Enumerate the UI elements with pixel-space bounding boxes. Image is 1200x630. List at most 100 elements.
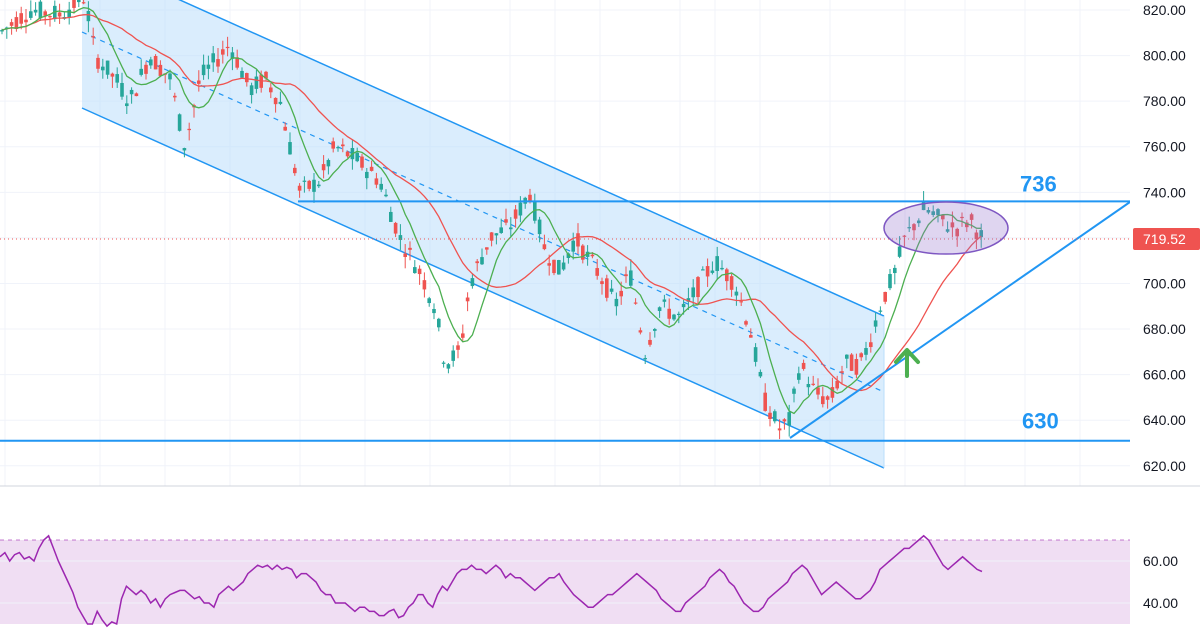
candle-body[interactable] (177, 114, 182, 131)
candle-body[interactable] (773, 411, 777, 422)
candle-body[interactable] (168, 73, 172, 80)
candle-body[interactable] (893, 267, 897, 274)
candle-body[interactable] (734, 291, 739, 296)
candle-body[interactable] (590, 254, 595, 257)
candle-body[interactable] (648, 339, 652, 345)
ma-fast-line[interactable] (1, 7, 982, 415)
candle-body[interactable] (643, 358, 647, 360)
candle-body[interactable] (139, 68, 143, 75)
candle-body[interactable] (206, 64, 211, 69)
candle-body[interactable] (801, 362, 806, 369)
candle-body[interactable] (557, 260, 561, 275)
candle-body[interactable] (336, 147, 340, 149)
candle-body[interactable] (840, 371, 844, 373)
candle-body[interactable] (547, 263, 551, 266)
candle-body[interactable] (705, 266, 710, 277)
candle-body[interactable] (393, 222, 398, 234)
candle-body[interactable] (149, 59, 153, 66)
candle-body[interactable] (979, 230, 983, 238)
rsi-line[interactable] (0, 534, 983, 628)
candle-body[interactable] (969, 214, 974, 220)
candle-body[interactable] (461, 333, 465, 338)
candle-body[interactable] (369, 166, 374, 171)
candle-body[interactable] (787, 412, 791, 426)
candle-body[interactable] (197, 80, 201, 84)
candle-body[interactable] (782, 419, 787, 422)
candle-body[interactable] (552, 259, 556, 274)
candle-body[interactable] (321, 164, 326, 171)
candle-body[interactable] (158, 64, 163, 76)
candle-body[interactable] (614, 298, 619, 307)
candle-body[interactable] (398, 235, 403, 240)
candle-body[interactable] (105, 60, 110, 75)
candle-body[interactable] (931, 211, 935, 215)
candle-body[interactable] (173, 95, 177, 98)
candle-body[interactable] (201, 64, 206, 76)
candle-body[interactable] (955, 228, 959, 237)
candle-body[interactable] (624, 274, 628, 277)
candle-body[interactable] (365, 171, 369, 179)
candle-body[interactable] (283, 126, 287, 131)
candle-body[interactable] (38, 1, 43, 19)
candle-body[interactable] (72, 0, 76, 8)
candle-body[interactable] (677, 313, 681, 316)
candle-body[interactable] (264, 71, 268, 79)
candle-body[interactable] (432, 308, 436, 314)
candle-body[interactable] (437, 318, 441, 328)
consolidation-ellipse[interactable] (883, 201, 1009, 255)
candle-body[interactable] (585, 251, 590, 257)
candle-body[interactable] (129, 89, 134, 95)
candle-body[interactable] (965, 222, 969, 228)
candle-body[interactable] (753, 347, 758, 362)
candle-body[interactable] (681, 303, 686, 308)
ma-slow-line[interactable] (1, 13, 982, 392)
candle-body[interactable] (729, 276, 734, 290)
candle-body[interactable] (470, 278, 475, 287)
candle-body[interactable] (696, 277, 700, 298)
candle-body[interactable] (341, 144, 345, 147)
candle-body[interactable] (902, 235, 907, 237)
candle-body[interactable] (33, 9, 38, 13)
candle-body[interactable] (81, 2, 86, 4)
candle-body[interactable] (936, 209, 940, 216)
candle-body[interactable] (326, 160, 331, 167)
candle-body[interactable] (691, 287, 695, 298)
candle-body[interactable] (792, 388, 796, 394)
candle-body[interactable] (91, 36, 95, 38)
candle-body[interactable] (48, 16, 52, 18)
candle-body[interactable] (288, 142, 292, 155)
candle-body[interactable] (744, 321, 748, 325)
candle-body[interactable] (581, 245, 585, 260)
candle-body[interactable] (725, 269, 729, 282)
candle-body[interactable] (307, 180, 311, 189)
candle-body[interactable] (389, 211, 393, 222)
candle-body[interactable] (825, 396, 830, 400)
candle-body[interactable] (720, 267, 724, 270)
candle-body[interactable] (384, 194, 388, 197)
candle-body[interactable] (854, 358, 859, 375)
candle-body[interactable] (297, 185, 302, 191)
candle-body[interactable] (230, 52, 235, 59)
candle-body[interactable] (144, 64, 148, 74)
candle-body[interactable] (249, 85, 254, 96)
candle-body[interactable] (950, 222, 955, 228)
candle-body[interactable] (821, 396, 825, 405)
candle-body[interactable] (835, 380, 839, 389)
candle-body[interactable] (417, 268, 422, 275)
candle-body[interactable] (513, 209, 518, 219)
candle-body[interactable] (945, 229, 950, 232)
candle-body[interactable] (240, 70, 244, 78)
candle-body[interactable] (667, 308, 671, 319)
candle-body[interactable] (475, 261, 479, 264)
candle-body[interactable] (96, 57, 100, 69)
candle-body[interactable] (566, 253, 571, 258)
candle-body[interactable] (897, 246, 902, 257)
candle-body[interactable] (456, 345, 460, 350)
candle-body[interactable] (427, 298, 431, 304)
candle-body[interactable] (293, 167, 297, 174)
candle-body[interactable] (67, 9, 71, 18)
candle-body[interactable] (926, 209, 931, 213)
candle-body[interactable] (269, 87, 273, 93)
candle-body[interactable] (638, 330, 643, 333)
candle-body[interactable] (9, 22, 14, 26)
